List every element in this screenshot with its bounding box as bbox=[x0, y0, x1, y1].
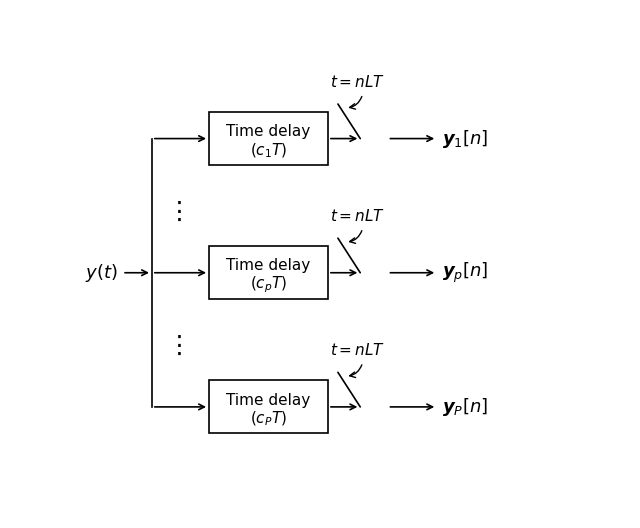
FancyBboxPatch shape bbox=[209, 246, 328, 299]
Text: $t = nLT$: $t = nLT$ bbox=[330, 73, 385, 90]
Text: $y(t)$: $y(t)$ bbox=[85, 262, 118, 284]
Text: $t = nLT$: $t = nLT$ bbox=[330, 342, 385, 358]
Text: $(c_PT)$: $(c_PT)$ bbox=[250, 410, 287, 428]
Text: $\vdots$: $\vdots$ bbox=[166, 200, 182, 224]
Text: $(c_pT)$: $(c_pT)$ bbox=[250, 275, 287, 295]
Text: $t = nLT$: $t = nLT$ bbox=[330, 208, 385, 224]
Text: Time delay: Time delay bbox=[227, 258, 310, 274]
Text: $\vdots$: $\vdots$ bbox=[166, 334, 182, 358]
Text: $(c_1T)$: $(c_1T)$ bbox=[250, 142, 287, 160]
Text: Time delay: Time delay bbox=[227, 124, 310, 139]
Text: $\boldsymbol{y}_1[n]$: $\boldsymbol{y}_1[n]$ bbox=[442, 128, 488, 149]
Text: Time delay: Time delay bbox=[227, 392, 310, 408]
FancyBboxPatch shape bbox=[209, 112, 328, 165]
FancyBboxPatch shape bbox=[209, 381, 328, 433]
Text: $\boldsymbol{y}_p[n]$: $\boldsymbol{y}_p[n]$ bbox=[442, 261, 488, 285]
Text: $\boldsymbol{y}_P[n]$: $\boldsymbol{y}_P[n]$ bbox=[442, 396, 488, 418]
